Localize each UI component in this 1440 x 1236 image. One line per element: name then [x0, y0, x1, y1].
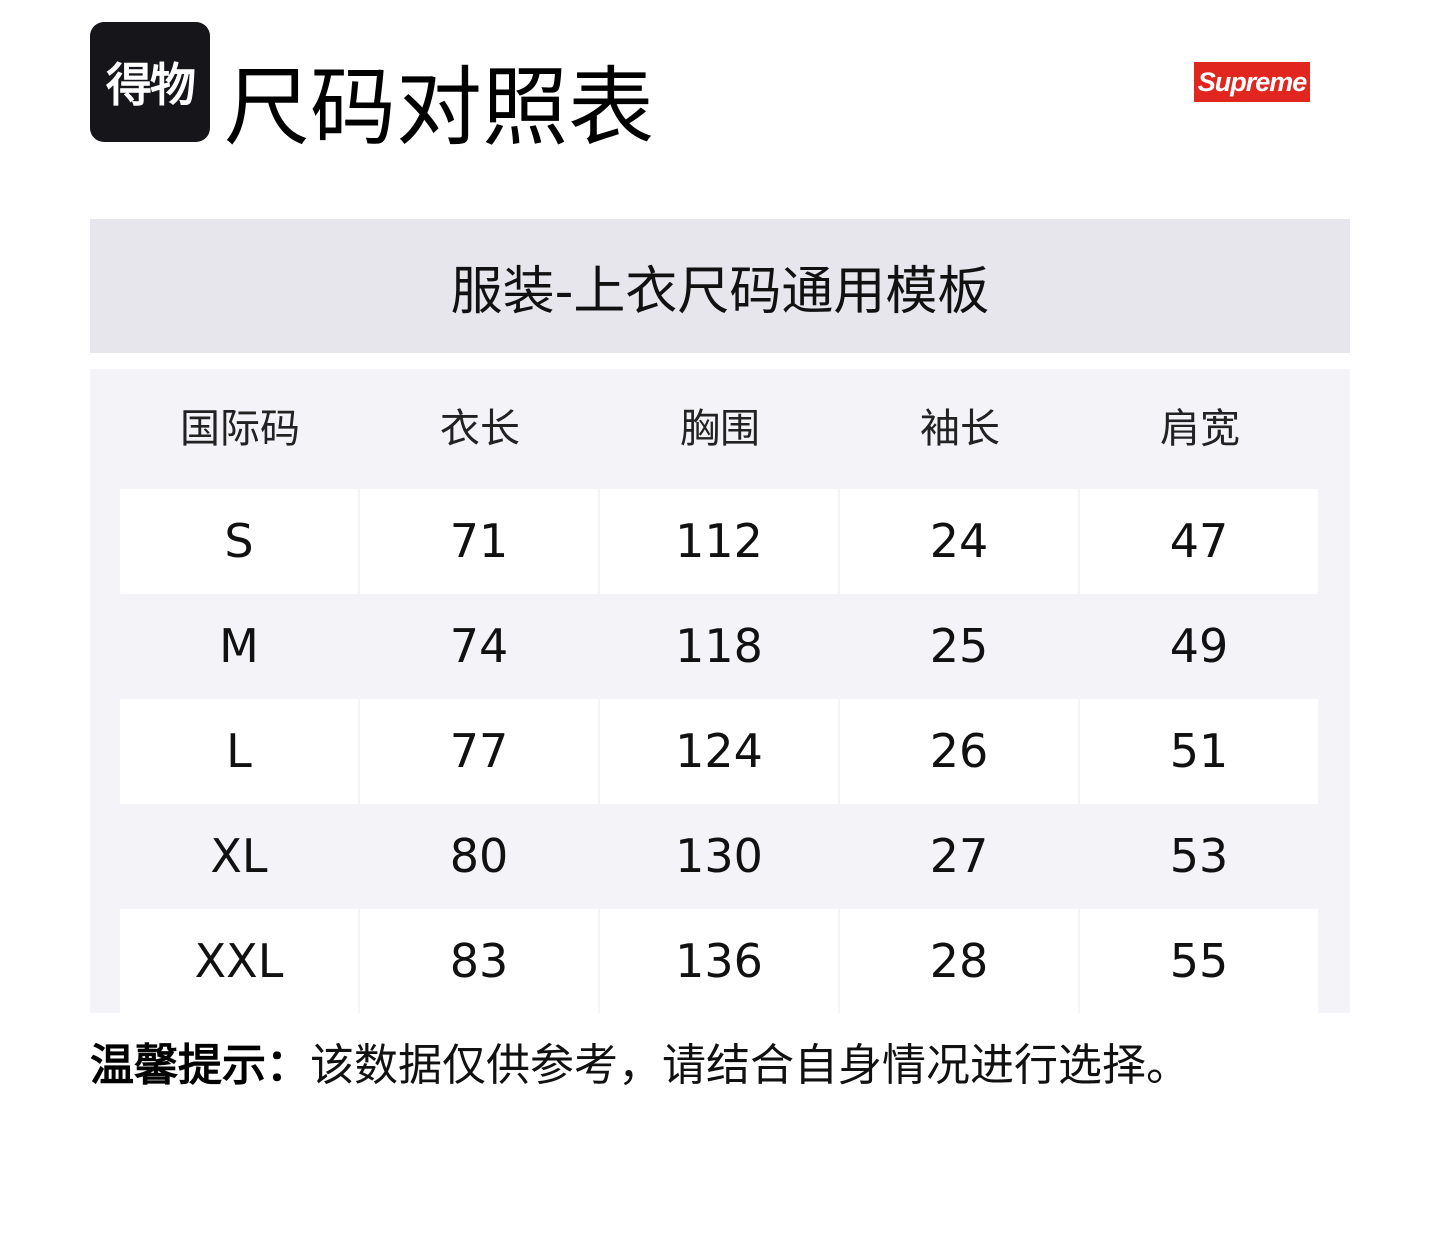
tip-text: 该数据仅供参考，请结合自身情况进行选择。 — [310, 1040, 1190, 1091]
table-cell: 51 — [1080, 699, 1318, 804]
table-cell: 47 — [1080, 489, 1318, 594]
table-cell: 24 — [840, 489, 1078, 594]
table-cell: XL — [210, 829, 268, 883]
table-cell: 83 — [360, 909, 598, 1014]
table-cell: 80 — [449, 829, 509, 883]
table-cell: 71 — [360, 489, 598, 594]
table-cell: 27 — [929, 829, 989, 883]
table-cell: M — [219, 619, 259, 673]
column-header: 衣长 — [440, 406, 520, 452]
table-cell: 118 — [675, 619, 763, 673]
tip-label: 温馨提示： — [90, 1040, 310, 1091]
table-cell: 53 — [1169, 829, 1229, 883]
table-header: 国际码 衣长 胸围 袖长 肩宽 — [120, 369, 1320, 489]
column-header: 肩宽 — [1160, 406, 1240, 452]
template-title: 服装-上衣尺码通用模板 — [90, 219, 1350, 353]
column-header: 袖长 — [920, 406, 1000, 452]
table-cell: 55 — [1080, 909, 1318, 1014]
table-cell: 112 — [600, 489, 838, 594]
supreme-logo: Supreme — [1194, 62, 1310, 102]
table-cell: 77 — [360, 699, 598, 804]
table-cell: 130 — [675, 829, 763, 883]
dewu-logo: 得物 — [90, 22, 210, 142]
page-title: 尺码对照表 — [224, 58, 654, 158]
table-cell: L — [120, 699, 358, 804]
table-cell: S — [120, 489, 358, 594]
table-cell: 26 — [840, 699, 1078, 804]
table-row: XXL 83 136 28 55 — [120, 909, 1320, 1014]
table-row: M 74 118 25 49 — [120, 594, 1320, 699]
tip-note: 温馨提示：该数据仅供参考，请结合自身情况进行选择。 — [90, 1036, 1190, 1096]
table-cell: 49 — [1169, 619, 1229, 673]
table-cell: 25 — [929, 619, 989, 673]
table-cell: 74 — [449, 619, 509, 673]
table-cell: 124 — [600, 699, 838, 804]
column-header: 国际码 — [180, 406, 300, 452]
table-cell: 28 — [840, 909, 1078, 1014]
column-header: 胸围 — [680, 406, 760, 452]
table-row: L 77 124 26 51 — [120, 699, 1320, 804]
table-row: XL 80 130 27 53 — [120, 804, 1320, 909]
table-cell: 136 — [600, 909, 838, 1014]
size-table: 国际码 衣长 胸围 袖长 肩宽 S 71 112 24 47 M 74 118 25 49 L 77 1… — [90, 369, 1350, 1014]
table-row: S 71 112 24 47 — [120, 489, 1320, 594]
table-cell: XXL — [120, 909, 358, 1014]
